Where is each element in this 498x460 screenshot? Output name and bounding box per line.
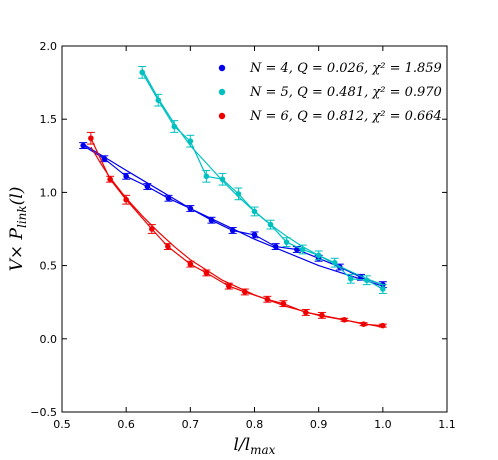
data-point	[272, 243, 279, 250]
data-point	[165, 243, 171, 250]
x-tick-label: 0.5	[53, 418, 71, 431]
data-point	[319, 312, 325, 319]
data-point	[347, 275, 354, 282]
x-tick-label: 0.7	[182, 418, 200, 431]
legend-marker	[218, 64, 226, 72]
fit-line	[141, 69, 384, 286]
y-tick-label: 1.0	[40, 186, 58, 199]
data-point	[280, 300, 287, 307]
y-tick-label: 0.0	[40, 333, 58, 346]
y-tick-label: 2.0	[40, 40, 58, 53]
axes	[61, 45, 448, 413]
data-point	[203, 173, 210, 180]
data-point	[123, 196, 129, 203]
x-tick-label: 1.1	[438, 418, 456, 431]
data-point	[283, 239, 290, 245]
data-point	[208, 217, 215, 224]
x-axis-label: l/lmax	[234, 435, 276, 457]
data-point	[144, 183, 151, 190]
data-point	[315, 252, 322, 259]
data-point	[242, 289, 248, 295]
legend-entry: N = 6, Q = 0.812, χ² = 0.664	[249, 109, 442, 124]
legend-marker	[218, 112, 226, 120]
ticks: 0.5 0.6 0.7 0.8 0.9 1.0 1.1 −0.5 0.0 0.5 1.0 1.5 2.0	[30, 40, 455, 431]
series-1	[79, 142, 387, 289]
data-point	[363, 277, 370, 284]
data-point	[267, 221, 274, 228]
y-axis-label: V× Plink(l)	[7, 187, 29, 272]
legend-marker	[218, 88, 226, 96]
y-tick-label: 1.5	[40, 113, 58, 126]
data-point	[80, 142, 86, 149]
data-point	[155, 97, 162, 103]
data-point	[303, 309, 309, 316]
data-point	[203, 270, 210, 276]
x-tick-label: 0.6	[117, 418, 135, 431]
series-3	[86, 131, 387, 329]
data-point	[219, 176, 226, 183]
legend-entry: N = 4, Q = 0.026, χ² = 1.859	[249, 61, 442, 76]
data-point	[331, 259, 338, 266]
data-point	[299, 246, 306, 253]
data-point	[123, 173, 129, 180]
plot-area	[79, 65, 387, 329]
data-point	[229, 227, 236, 234]
data-point	[380, 286, 386, 292]
data-point	[107, 176, 113, 183]
data-point	[101, 155, 108, 162]
data-point	[187, 261, 194, 267]
fit-line	[82, 143, 383, 287]
data-point	[165, 195, 172, 202]
data-point	[187, 138, 194, 144]
x-tick-label: 0.8	[246, 418, 264, 431]
axes-frame	[61, 45, 448, 413]
data-point	[235, 191, 242, 197]
series-2	[138, 65, 387, 294]
data-point	[380, 322, 386, 329]
y-tick-label: 0.5	[40, 260, 58, 273]
data-point	[171, 123, 178, 130]
data-point	[149, 226, 155, 232]
data-point	[226, 283, 232, 289]
data-point	[264, 296, 271, 303]
legend-entry: N = 5, Q = 0.481, χ² = 0.970	[249, 85, 442, 100]
fit-line	[90, 146, 383, 328]
data-point	[88, 135, 94, 142]
data-point	[251, 232, 258, 238]
data-point	[251, 208, 258, 215]
data-point	[341, 316, 348, 323]
data-point	[187, 205, 194, 212]
x-tick-label: 0.9	[310, 418, 328, 431]
data-point	[139, 69, 146, 76]
data-point	[360, 321, 367, 327]
legend: N = 4, Q = 0.026, χ² = 1.859 N = 5, Q = 0…	[218, 61, 442, 124]
x-tick-label: 1.0	[374, 418, 392, 431]
y-tick-label: −0.5	[30, 406, 57, 419]
series-line	[141, 72, 384, 290]
